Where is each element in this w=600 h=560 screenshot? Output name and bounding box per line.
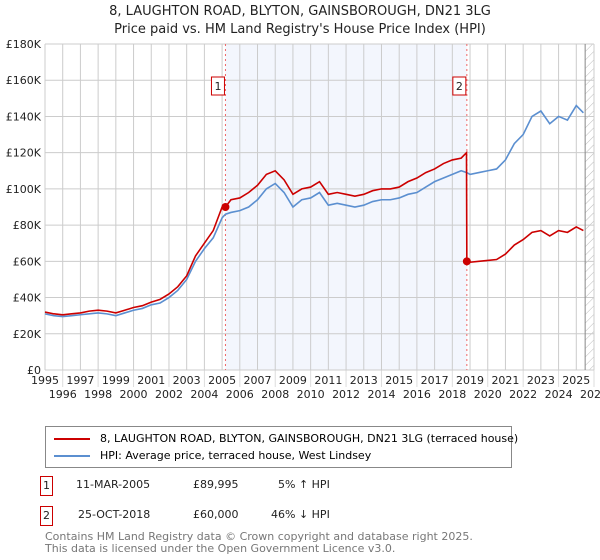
y-tick-label: £40K [13, 292, 42, 305]
x-tick-label: 2017 [421, 374, 449, 387]
x-tick-label: 2009 [279, 374, 307, 387]
sale-point [462, 257, 471, 266]
transaction-price: £89,995 [193, 478, 239, 491]
legend-item-hpi: HPI: Average price, terraced house, West… [54, 449, 371, 462]
legend-swatch-blue [54, 454, 90, 457]
x-tick-label: 2018 [438, 388, 466, 401]
price-paid-line [44, 150, 584, 316]
x-tick-label: 2015 [385, 374, 413, 387]
x-tick-label: 2004 [190, 388, 218, 401]
transaction-badge: 1 [40, 476, 53, 496]
x-tick-label: 1999 [102, 374, 130, 387]
sale-label: 2 [456, 80, 463, 93]
footer: Contains HM Land Registry data © Crown c… [45, 531, 473, 555]
legend-item-property: 8, LAUGHTON ROAD, BLYTON, GAINSBOROUGH, … [54, 432, 518, 445]
x-tick-label: 2001 [137, 374, 165, 387]
y-tick-label: £0 [27, 364, 41, 377]
x-tick-label: 1995 [31, 374, 59, 387]
sale-label: 1 [214, 80, 221, 93]
x-tick-label: 1997 [66, 374, 94, 387]
x-tick-label: 2014 [367, 388, 395, 401]
x-tick-label: 2025 [562, 374, 590, 387]
y-tick-label: £180K [6, 38, 42, 51]
forecast-hatch [585, 44, 594, 370]
x-tick-label: 2011 [314, 374, 342, 387]
y-tick-label: £20K [13, 328, 42, 341]
sale-label-box [452, 76, 467, 96]
y-tick-label: £120K [6, 147, 42, 160]
legend: 8, LAUGHTON ROAD, BLYTON, GAINSBOROUGH, … [45, 426, 518, 468]
footer-copyright: Contains HM Land Registry data © Crown c… [45, 530, 473, 543]
x-tick-label: 2016 [403, 388, 431, 401]
x-tick-label: 2019 [456, 374, 484, 387]
x-tick-label: 1996 [49, 388, 77, 401]
x-tick-label: 2000 [120, 388, 148, 401]
x-tick-label: 2007 [244, 374, 272, 387]
y-tick-label: £80K [13, 219, 42, 232]
x-tick-label: 2021 [491, 374, 519, 387]
sale-label-box [210, 76, 225, 96]
hpi-line [44, 104, 584, 318]
y-tick-label: £100K [6, 183, 42, 196]
y-tick-label: £160K [6, 74, 42, 87]
transaction-hpi: 5% ↑ HPI [278, 478, 330, 491]
transaction-price: £60,000 [193, 508, 239, 521]
x-tick-label: 2005 [208, 374, 236, 387]
price-chart: 1995199619971998199920002001200220032004… [6, 38, 600, 401]
legend-label-property: 8, LAUGHTON ROAD, BLYTON, GAINSBOROUGH, … [100, 432, 519, 445]
x-tick-label: 2026 [580, 388, 600, 401]
x-tick-label: 2024 [545, 388, 573, 401]
transaction-hpi: 46% ↓ HPI [271, 508, 330, 521]
x-tick-label: 2010 [297, 388, 325, 401]
x-tick-label: 2008 [261, 388, 289, 401]
footer-licence: This data is licensed under the Open Gov… [45, 542, 396, 555]
x-tick-label: 2002 [155, 388, 183, 401]
x-tick-label: 1998 [84, 388, 112, 401]
x-tick-label: 2003 [173, 374, 201, 387]
x-tick-label: 2022 [509, 388, 537, 401]
x-tick-label: 2006 [226, 388, 254, 401]
transaction-row: 2 25-OCT-2018 £60,000 46% ↓ HPI [40, 506, 445, 528]
transaction-row: 1 11-MAR-2005 £89,995 5% ↑ HPI [40, 476, 445, 498]
x-tick-label: 2023 [527, 374, 555, 387]
transaction-date: 25-OCT-2018 [78, 508, 151, 521]
legend-label-hpi: HPI: Average price, terraced house, West… [100, 449, 372, 462]
y-tick-label: £140K [6, 110, 42, 123]
x-tick-label: 2013 [350, 374, 378, 387]
transaction-badge: 2 [40, 506, 53, 526]
chart-title: 8, LAUGHTON ROAD, BLYTON, GAINSBOROUGH, … [109, 4, 491, 19]
sale-point [221, 203, 230, 212]
x-tick-label: 2012 [332, 388, 360, 401]
x-tick-label: 2020 [474, 388, 502, 401]
chart-subtitle: Price paid vs. HM Land Registry's House … [114, 22, 486, 37]
y-tick-label: £60K [13, 255, 42, 268]
legend-swatch-red [54, 437, 90, 440]
transaction-date: 11-MAR-2005 [76, 478, 151, 491]
